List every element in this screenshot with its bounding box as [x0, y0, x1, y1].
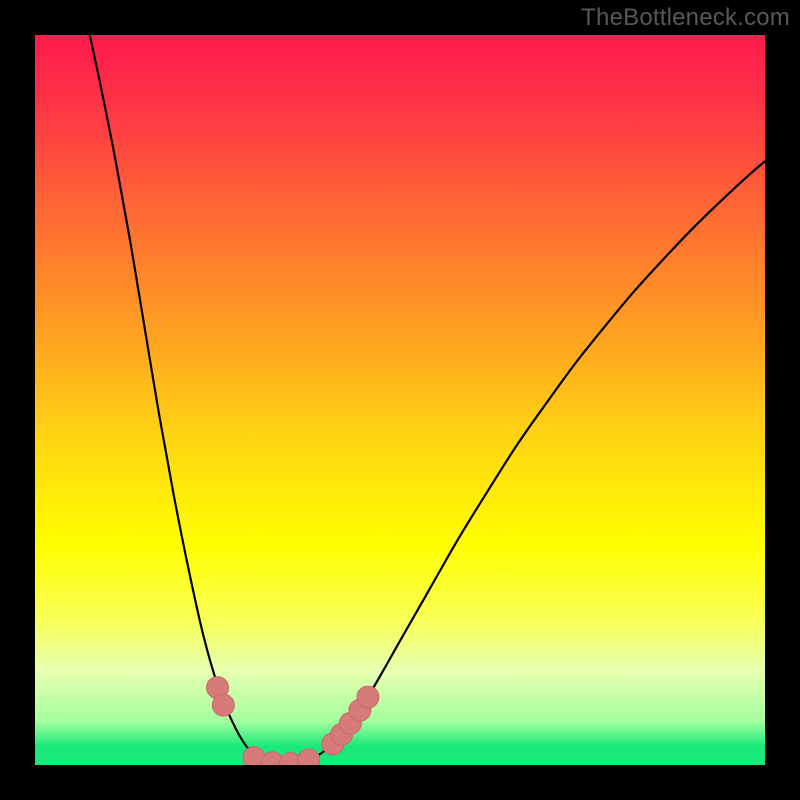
marker-point	[357, 686, 379, 708]
marker-point	[212, 694, 234, 716]
watermark-label: TheBottleneck.com	[581, 4, 790, 32]
chart-svg	[35, 35, 765, 765]
plot-area	[35, 35, 765, 765]
gradient-background	[35, 35, 765, 765]
chart-container: TheBottleneck.com	[0, 0, 800, 800]
